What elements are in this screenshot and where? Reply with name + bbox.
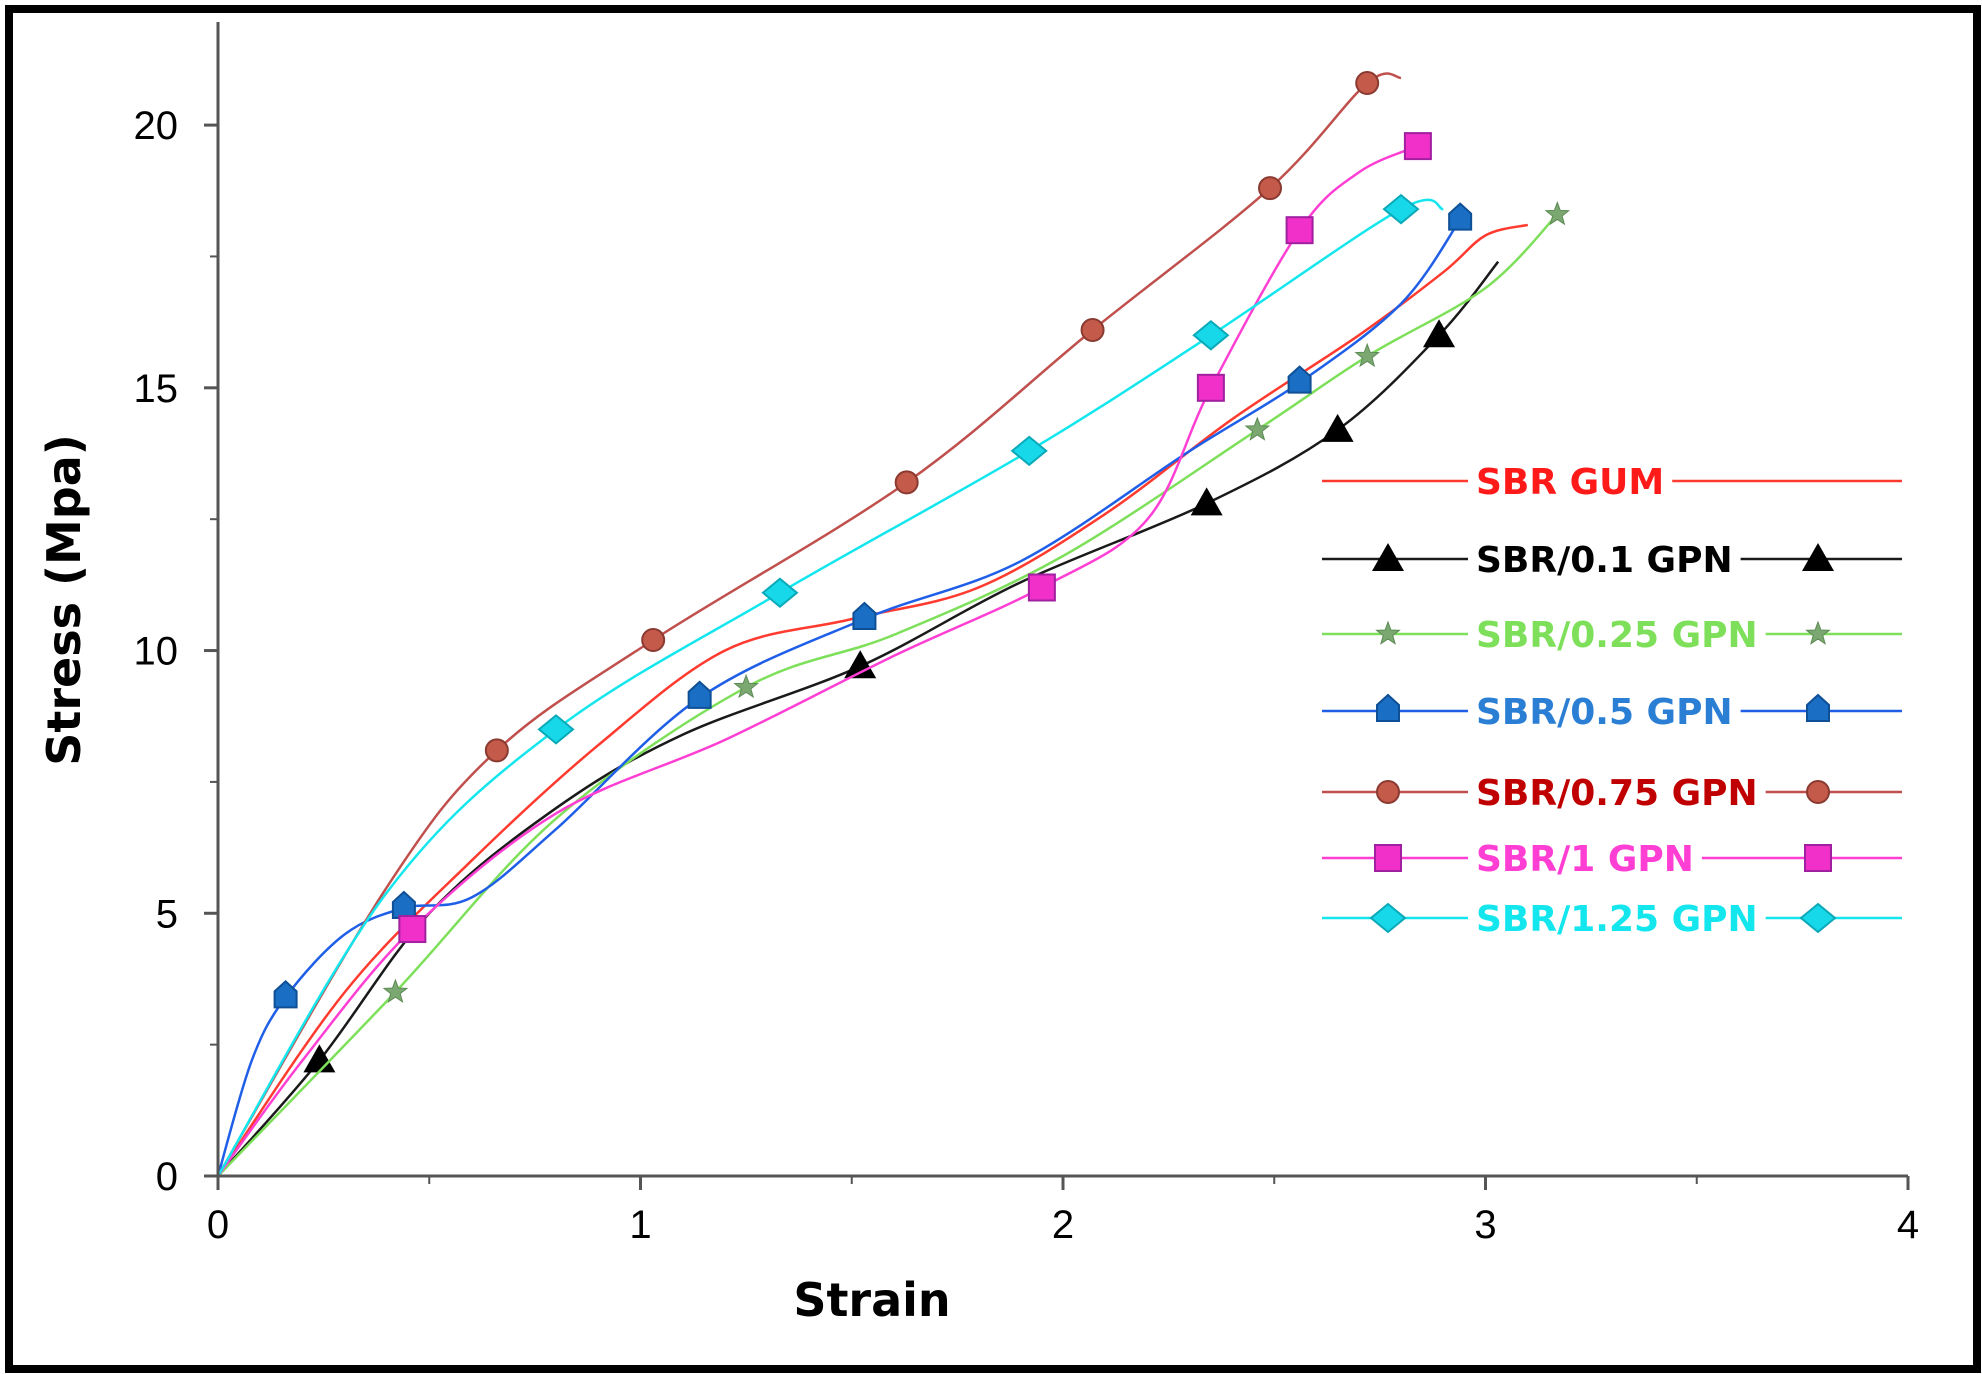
data-point-sbr-0-75-gpn [1355, 71, 1380, 96]
series-sbr-1-gpn [216, 132, 1432, 1177]
data-point-sbr-1-gpn [1027, 573, 1056, 602]
series-line-sbr-0-75-gpn [216, 72, 1402, 1177]
data-point-sbr-1-25-gpn [1192, 319, 1230, 351]
legend-marker [1799, 902, 1837, 934]
data-point-sbr-0-25-gpn [1354, 342, 1380, 368]
data-point-sbr-0-25-gpn [733, 673, 759, 699]
legend-marker [1376, 780, 1400, 804]
legend-label: SBR/0.5 GPN [1476, 692, 1733, 733]
legend-label: SBR/0.25 GPN [1476, 615, 1758, 656]
data-point-sbr-0-1-gpn [303, 1044, 336, 1073]
data-point-sbr-0-5-gpn [391, 890, 416, 920]
legend-marker [1374, 844, 1402, 872]
legend-marker [1369, 902, 1407, 934]
data-point-sbr-0-25-gpn [1244, 416, 1271, 441]
data-point-sbr-1-25-gpn [1382, 193, 1420, 225]
x-tick-label: 2 [1052, 1203, 1074, 1247]
data-point-sbr-0-75-gpn [1258, 176, 1283, 201]
series-sbr-0-5-gpn [216, 202, 1473, 1177]
data-point-sbr-1-25-gpn [1010, 435, 1048, 467]
x-tick-label: 1 [629, 1203, 651, 1247]
series-line-sbr-gum [216, 223, 1529, 1177]
data-point-sbr-1-25-gpn [537, 714, 575, 745]
data-point-sbr-0-75-gpn [894, 470, 919, 495]
legend-label-bg [1468, 460, 1673, 505]
legend-label: SBR/1 GPN [1476, 839, 1694, 880]
data-point-sbr-0-1-gpn [844, 650, 877, 679]
series-sbr-gum [216, 223, 1529, 1177]
legend-marker [1372, 543, 1404, 571]
data-point-sbr-1-gpn [1403, 132, 1432, 161]
legend-label: SBR/0.75 GPN [1476, 773, 1758, 814]
y-tick-label: 15 [134, 367, 179, 411]
figure-frame [5, 5, 1981, 1373]
series-line-sbr-0-25-gpn [217, 213, 1559, 1177]
legend-item-sbr-0-1-gpn: SBR/0.1 GPN [1322, 538, 1902, 583]
legend-item-sbr-1-25-gpn: SBR/1.25 GPN [1322, 897, 1902, 942]
data-point-sbr-0-5-gpn [852, 601, 877, 631]
legend-marker [1375, 620, 1401, 645]
legend-marker [1806, 693, 1830, 722]
legend-item-sbr-gum: SBR GUM [1322, 460, 1902, 505]
legend-marker [1804, 844, 1832, 872]
y-tick-label: 5 [156, 892, 178, 936]
legend-marker [1805, 620, 1831, 645]
legend-item-sbr-1-gpn: SBR/1 GPN [1322, 837, 1902, 882]
legend-label-bg [1468, 771, 1766, 816]
series-sbr-0-75-gpn [216, 71, 1402, 1177]
legend-label-bg [1468, 897, 1766, 942]
data-point-sbr-0-1-gpn [1321, 413, 1354, 442]
legend-label: SBR/0.1 GPN [1476, 540, 1733, 581]
data-point-sbr-1-gpn [398, 915, 427, 944]
data-point-sbr-0-5-gpn [687, 680, 712, 709]
x-tick-label: 0 [207, 1203, 229, 1247]
series-sbr-0-1-gpn [217, 260, 1500, 1177]
legend: SBR GUM SBR/0.1 GPN SBR/0.25 GPN SBR/0.5 GP… [1322, 460, 1902, 942]
legend-label-bg [1468, 538, 1741, 583]
data-point-sbr-0-75-gpn [1080, 318, 1105, 343]
series-line-sbr-0-5-gpn [216, 218, 1462, 1177]
series-sbr-0-25-gpn [217, 200, 1571, 1177]
legend-marker [1376, 693, 1400, 722]
data-point-sbr-0-75-gpn [641, 628, 666, 653]
data-point-sbr-0-25-gpn [382, 978, 409, 1003]
data-point-sbr-0-5-gpn [1287, 365, 1312, 394]
legend-label-bg [1468, 690, 1741, 735]
legend-label: SBR GUM [1476, 462, 1664, 503]
series-layer [216, 71, 1571, 1177]
legend-marker [1806, 780, 1830, 804]
ticks: 0 1 2 3 4 0 5 10 15 20 [134, 104, 1920, 1247]
data-point-sbr-0-5-gpn [1448, 202, 1473, 231]
data-point-sbr-0-25-gpn [1544, 200, 1571, 226]
x-axis-title: Strain [793, 1273, 950, 1327]
legend-marker [1802, 543, 1834, 571]
legend-item-sbr-0-25-gpn: SBR/0.25 GPN [1322, 613, 1902, 658]
axes [216, 22, 1908, 1178]
legend-label-bg [1468, 613, 1766, 658]
legend-item-sbr-0-75-gpn: SBR/0.75 GPN [1322, 771, 1902, 816]
legend-label: SBR/1.25 GPN [1476, 899, 1758, 940]
series-line-sbr-1-25-gpn [216, 198, 1444, 1177]
y-tick-label: 10 [134, 630, 179, 674]
series-sbr-1-25-gpn [216, 193, 1444, 1177]
data-point-sbr-0-1-gpn [1423, 319, 1456, 348]
legend-item-sbr-0-5-gpn: SBR/0.5 GPN [1322, 690, 1902, 735]
data-point-sbr-0-1-gpn [1190, 487, 1223, 516]
data-point-sbr-1-gpn [1196, 373, 1225, 402]
y-axis-title: Stress (Mpa) [37, 434, 91, 766]
data-point-sbr-1-25-gpn [761, 577, 799, 609]
data-point-sbr-1-gpn [1285, 216, 1314, 245]
legend-label-bg [1468, 837, 1702, 882]
x-tick-label: 3 [1474, 1203, 1496, 1247]
data-point-sbr-0-5-gpn [273, 979, 298, 1009]
data-point-sbr-0-75-gpn [484, 738, 509, 763]
series-line-sbr-1-gpn [216, 144, 1419, 1177]
series-line-sbr-0-1-gpn [217, 260, 1500, 1177]
y-tick-label: 0 [156, 1155, 178, 1199]
x-tick-label: 4 [1897, 1203, 1919, 1247]
y-tick-label: 20 [134, 104, 179, 148]
